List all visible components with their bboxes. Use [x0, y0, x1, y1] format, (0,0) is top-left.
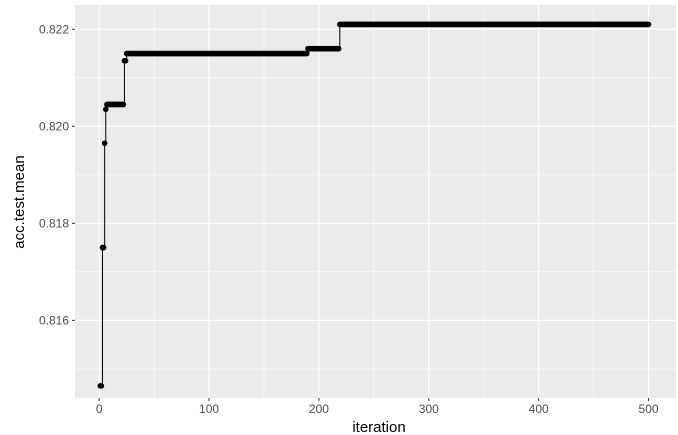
x-tick-label: 500	[639, 402, 659, 416]
data-point	[122, 57, 129, 64]
x-tick-label: 200	[309, 402, 329, 416]
data-point	[100, 244, 107, 251]
x-tick-label: 300	[419, 402, 439, 416]
data-point	[102, 106, 109, 113]
x-tick-label: 400	[529, 402, 549, 416]
y-tick-label: 0.820	[39, 119, 69, 133]
data-point	[335, 45, 342, 52]
points-layer	[97, 21, 652, 389]
plot-panel	[75, 5, 676, 398]
data-point	[98, 383, 105, 389]
x-axis-title: iteration	[352, 419, 405, 435]
y-axis: 0.816 0.818 0.820 0.822	[39, 22, 75, 327]
y-tick-label: 0.822	[39, 22, 69, 36]
data-point	[645, 21, 652, 28]
x-axis: 0 100 200 300 400 500	[96, 398, 659, 416]
data-point	[304, 50, 310, 57]
y-tick-label: 0.816	[39, 313, 69, 327]
y-axis-title: acc.test.mean	[11, 155, 28, 248]
y-tick-label: 0.818	[39, 216, 69, 230]
data-point	[101, 140, 108, 147]
minor-grid	[75, 5, 676, 398]
x-tick-label: 0	[96, 402, 103, 416]
major-grid	[75, 5, 676, 398]
data-point	[120, 101, 127, 108]
x-tick-label: 100	[199, 402, 219, 416]
